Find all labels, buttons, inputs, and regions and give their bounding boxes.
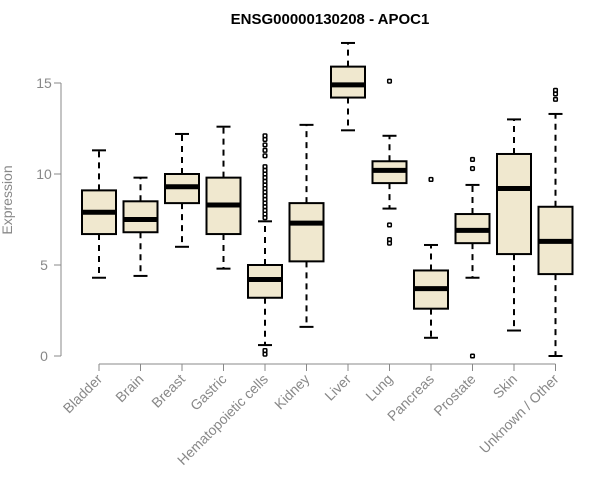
outlier-point <box>262 347 268 354</box>
box-unknown-other <box>537 87 574 357</box>
x-tick-label: Prostate <box>430 371 478 419</box>
x-tick-label: Unknown / Other <box>476 371 562 457</box>
box-gastric <box>205 125 242 270</box>
outlier-point <box>262 153 268 159</box>
outlier-point <box>386 222 393 228</box>
outlier-point <box>469 156 476 162</box>
iqr-box <box>330 65 366 99</box>
outlier-point <box>552 96 559 102</box>
outlier-point <box>262 133 268 139</box>
outlier-point <box>386 240 393 246</box>
y-axis: 0 5 10 15 <box>36 75 62 364</box>
iqr-box <box>288 202 325 263</box>
outlier-point <box>262 147 268 153</box>
x-tick-label: Lung <box>362 371 395 404</box>
outlier-point <box>386 78 393 84</box>
y-axis-label: Expression <box>0 165 15 234</box>
x-tick-label: Breast <box>148 371 188 411</box>
outlier-point <box>262 142 268 148</box>
y-tick-label: 5 <box>40 257 48 273</box>
y-tick-label: 10 <box>36 166 52 182</box>
outlier-point <box>552 87 559 93</box>
chart-title: ENSG00000130208 - APOC1 <box>231 11 430 28</box>
box-skin <box>496 118 532 332</box>
iqr-box <box>122 200 159 234</box>
y-tick-label: 0 <box>40 348 48 364</box>
y-tick-label: 15 <box>36 75 52 91</box>
box-pancreas <box>413 176 449 339</box>
box-hematopoietic-cells <box>247 133 283 357</box>
box-prostate <box>454 156 491 359</box>
box-kidney <box>288 123 325 328</box>
box-lung <box>371 78 408 246</box>
box-bladder <box>81 149 117 279</box>
outlier-point <box>469 165 476 172</box>
x-tick-label: Bladder <box>60 371 106 417</box>
iqr-box <box>496 152 532 256</box>
box-breast <box>164 132 200 248</box>
x-tick-label: Skin <box>490 371 521 402</box>
box-brain <box>122 176 159 277</box>
outlier-point <box>469 353 476 359</box>
plot-area <box>81 41 574 359</box>
outlier-point <box>428 176 434 183</box>
x-tick-label: Kidney <box>271 371 313 413</box>
x-tick-label: Brain <box>112 371 146 405</box>
outlier-point <box>262 164 268 170</box>
x-tick-label: Liver <box>321 371 354 404</box>
box-liver <box>330 41 366 132</box>
